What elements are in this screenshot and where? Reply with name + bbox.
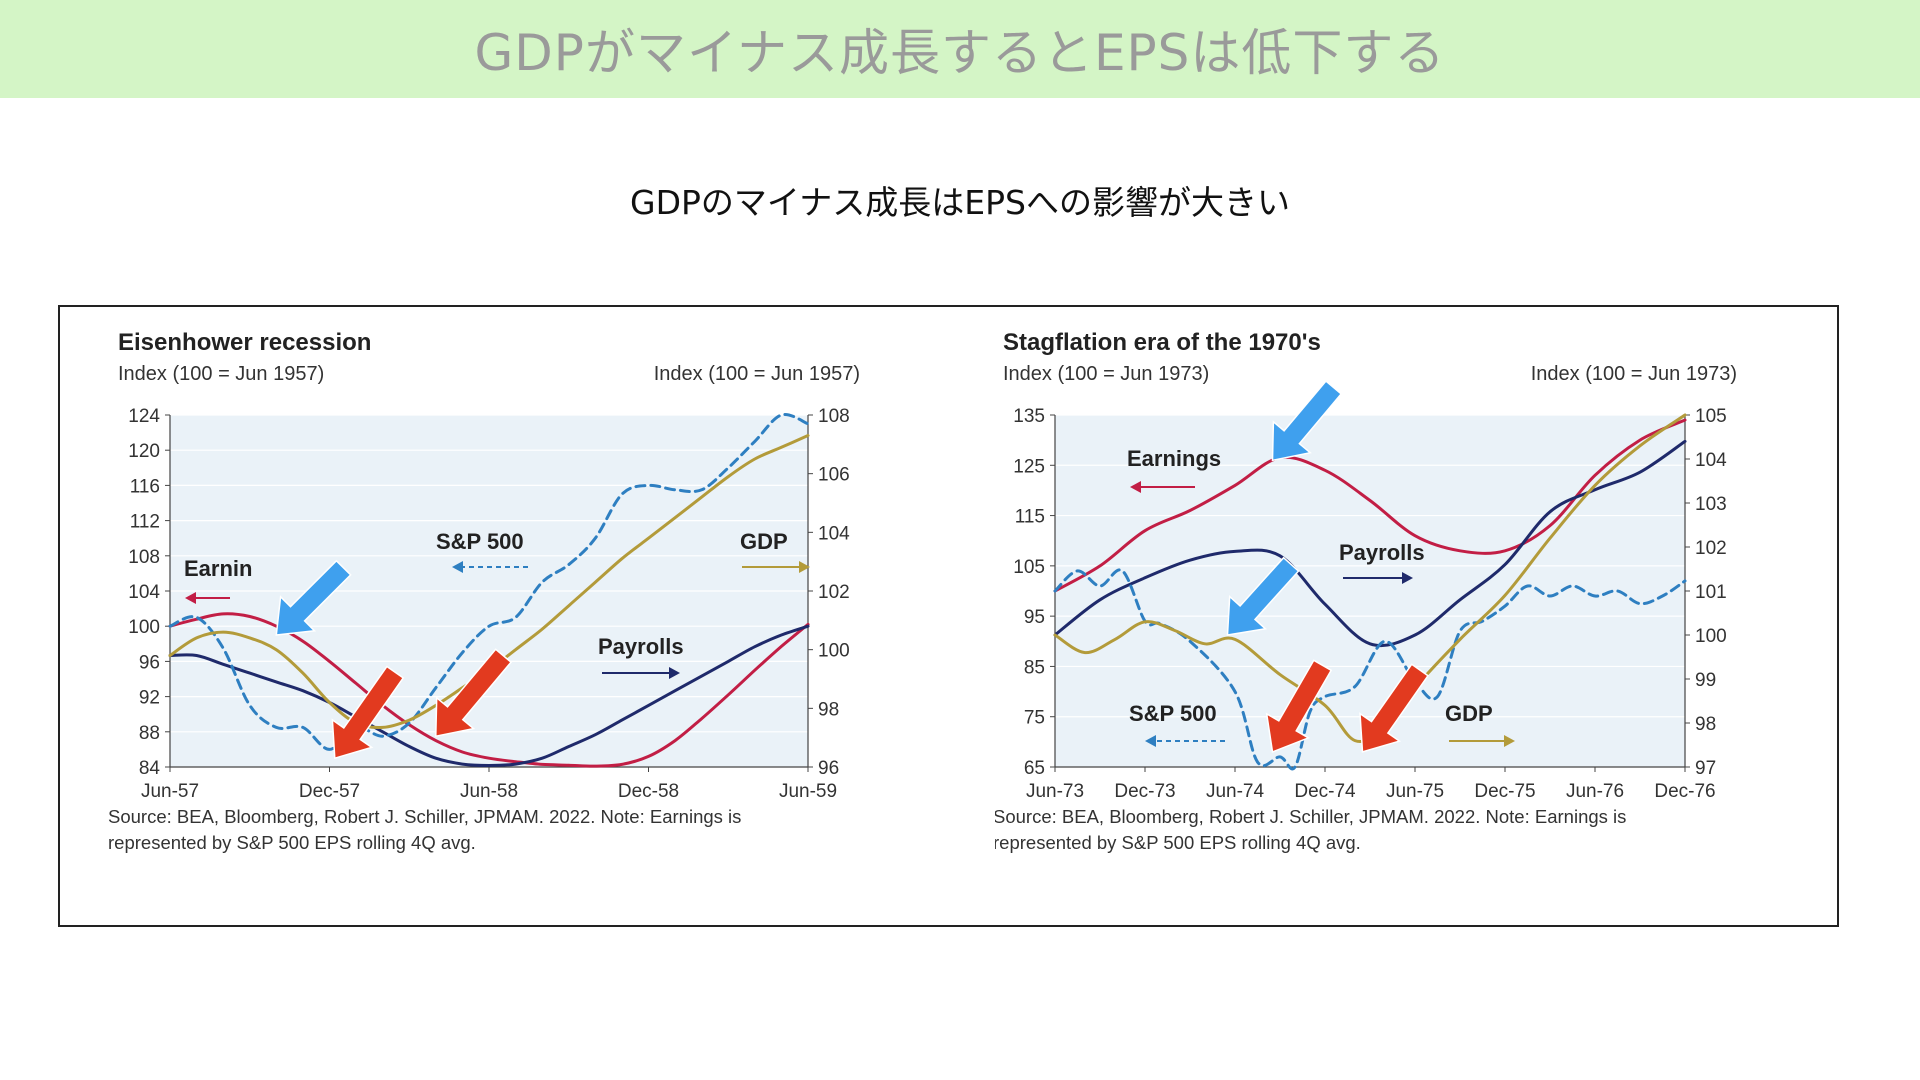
left-tick-label: 65 [1024, 758, 1045, 779]
x-tick-label: Dec-73 [1114, 781, 1175, 802]
slide-subtitle: GDPのマイナス成長はEPSへの影響が大きい [630, 183, 1290, 222]
right-tick-label: 104 [1695, 450, 1727, 471]
plot-area [1055, 415, 1685, 767]
series-direction-arrow-earnings-head [185, 592, 196, 604]
series-label-gdp: GDP [740, 529, 788, 554]
right-tick-label: 101 [1695, 582, 1727, 603]
x-tick-label: Jun-74 [1206, 781, 1265, 802]
right-axis-label: Index (100 = Jun 1957) [654, 363, 860, 385]
left-tick-label: 92 [139, 688, 160, 709]
series-direction-arrow-gdp-head [799, 561, 810, 573]
highlight-blue-arrow [1271, 380, 1343, 462]
series-direction-arrow-payrolls-head [669, 667, 680, 679]
right-tick-label: 106 [818, 465, 850, 486]
left-tick-label: 85 [1024, 657, 1045, 678]
right-tick-label: 102 [818, 582, 850, 603]
right-tick-label: 104 [818, 523, 850, 544]
x-tick-label: Jun-57 [141, 781, 199, 802]
left-tick-label: 124 [128, 406, 160, 427]
series-label-gdp: GDP [1445, 701, 1493, 726]
x-tick-label: Jun-58 [460, 781, 518, 802]
series-label-payrolls: Payrolls [598, 634, 684, 659]
left-tick-label: 75 [1024, 708, 1045, 729]
series-direction-arrow-s-p-500-head [452, 561, 463, 573]
right-tick-label: 102 [1695, 538, 1727, 559]
series-line-s-p-500 [1053, 568, 1687, 771]
series-line-payrolls [168, 624, 810, 767]
series-direction-arrow-s-p-500-head [1145, 735, 1156, 747]
highlight-red-arrow [331, 665, 405, 760]
series-label-payrolls: Payrolls [1339, 540, 1425, 565]
series-direction-arrow-payrolls-head [1402, 572, 1413, 584]
highlight-blue-arrow [1226, 556, 1300, 636]
right-tick-label: 103 [1695, 494, 1727, 515]
left-tick-label: 108 [128, 547, 160, 568]
right-tick-label: 96 [818, 758, 839, 779]
series-direction-arrow-earnings-head [1130, 481, 1141, 493]
highlight-red-arrow [1359, 663, 1430, 753]
right-tick-label: 100 [818, 641, 850, 662]
x-tick-label: Dec-76 [1654, 781, 1715, 802]
x-tick-label: Dec-74 [1294, 781, 1356, 802]
series-line-s-p-500 [168, 412, 810, 751]
chart-title: Eisenhower recession [118, 329, 371, 356]
left-axis-label: Index (100 = Jun 1957) [118, 363, 324, 385]
series-line-earnings [1053, 418, 1687, 593]
chart-eisenhower-recession: Eisenhower recession Index (100 = Jun 195… [108, 329, 860, 853]
left-tick-label: 112 [130, 512, 160, 533]
series-line-earnings [168, 612, 810, 768]
left-tick-label: 104 [128, 582, 160, 603]
x-tick-label: Jun-59 [779, 781, 837, 802]
right-tick-label: 98 [818, 699, 839, 720]
x-tick-label: Jun-73 [1026, 781, 1084, 802]
source-note-line-2: represented by S&P 500 EPS rolling 4Q av… [995, 832, 1361, 853]
source-note-line-1: Source: BEA, Bloomberg, Robert J. Schill… [995, 806, 1626, 827]
series-label-earnings: Earnings [1127, 446, 1221, 471]
banner-title: GDPがマイナス成長するとEPSは低下する [474, 24, 1446, 82]
series-label-earnings: Earnin [184, 556, 252, 581]
x-tick-label: Dec-57 [299, 781, 360, 802]
series-line-gdp [1053, 413, 1687, 743]
series-direction-arrow-gdp-head [1504, 735, 1515, 747]
series-label-s-p-500: S&P 500 [436, 529, 524, 554]
source-note-line-2: represented by S&P 500 EPS rolling 4Q av… [108, 832, 476, 853]
left-tick-label: 100 [128, 617, 160, 638]
chart-frame: Eisenhower recession Index (100 = Jun 195… [58, 305, 1839, 927]
right-tick-label: 98 [1695, 714, 1716, 735]
series-line-payrolls [1053, 439, 1687, 648]
title-banner: GDPがマイナス成長するとEPSは低下する [0, 0, 1920, 98]
left-tick-label: 96 [139, 652, 160, 673]
source-note-line-1: Source: BEA, Bloomberg, Robert J. Schill… [108, 806, 741, 827]
left-tick-label: 84 [139, 758, 161, 779]
x-tick-label: Jun-75 [1386, 781, 1444, 802]
right-tick-label: 108 [818, 406, 850, 427]
left-tick-label: 88 [139, 723, 160, 744]
left-axis-label: Index (100 = Jun 1973) [1003, 363, 1209, 385]
series-label-s-p-500: S&P 500 [1129, 701, 1217, 726]
x-tick-label: Dec-75 [1474, 781, 1535, 802]
x-tick-label: Jun-76 [1566, 781, 1624, 802]
right-tick-label: 105 [1695, 406, 1727, 427]
highlight-blue-arrow [275, 559, 352, 636]
right-axis-label: Index (100 = Jun 1973) [1531, 363, 1737, 385]
chart-title: Stagflation era of the 1970's [1003, 329, 1321, 356]
right-tick-label: 97 [1695, 758, 1716, 779]
right-tick-label: 99 [1695, 670, 1716, 691]
left-tick-label: 115 [1015, 507, 1045, 528]
right-tick-label: 100 [1695, 626, 1727, 647]
left-tick-label: 95 [1024, 607, 1045, 628]
x-tick-label: Dec-58 [618, 781, 679, 802]
left-tick-label: 120 [128, 441, 160, 462]
left-tick-label: 105 [1013, 557, 1045, 578]
left-tick-label: 125 [1013, 456, 1045, 477]
highlight-red-arrow [435, 648, 513, 738]
left-tick-label: 116 [130, 476, 160, 497]
left-tick-label: 135 [1013, 406, 1045, 427]
highlight-red-arrow [1265, 659, 1333, 753]
chart-stagflation-1970s: Stagflation era of the 1970's Index (100 … [995, 329, 1737, 853]
